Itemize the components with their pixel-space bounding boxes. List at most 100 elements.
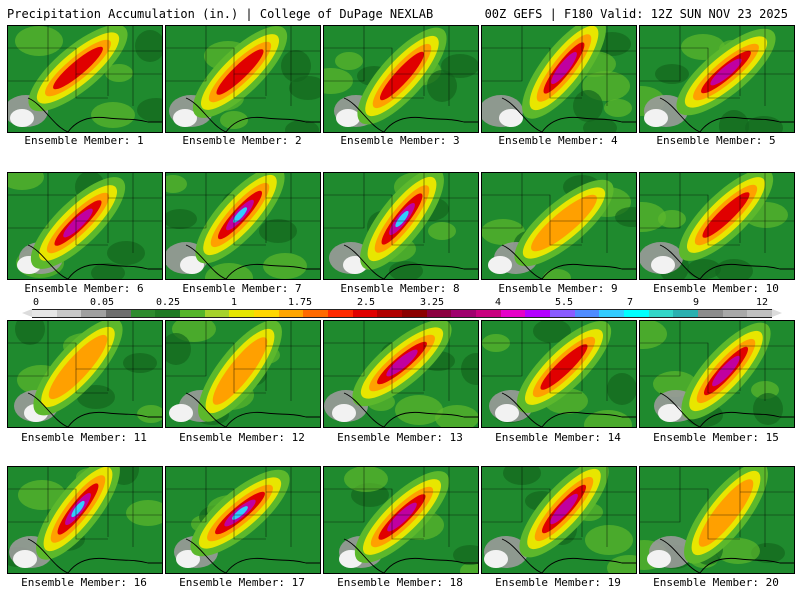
precip-map-14	[482, 321, 636, 427]
colorbar-segment	[698, 310, 723, 317]
state-boundary	[391, 221, 424, 246]
state-boundary	[75, 369, 108, 394]
precip-band	[698, 479, 754, 547]
ensemble-panel-19	[481, 466, 637, 574]
coastline	[185, 392, 320, 427]
colorbar-segment	[106, 310, 131, 317]
dry-area	[651, 256, 675, 274]
state-boundary	[707, 369, 740, 394]
colorbar-tick-label: 3.25	[419, 297, 445, 308]
ensemble-member-label: Ensemble Member: 19	[495, 576, 621, 589]
colorbar-segment	[574, 310, 600, 317]
state-boundary	[549, 74, 582, 99]
precip-band	[53, 46, 103, 90]
precip-map-8	[324, 173, 478, 279]
green-precip-area	[427, 70, 457, 102]
dry-area	[658, 404, 682, 422]
coastline	[27, 244, 162, 279]
green-precip-area	[335, 52, 363, 70]
precip-band	[710, 58, 742, 86]
state-boundary	[205, 467, 266, 516]
green-precip-area	[615, 207, 636, 227]
coastline	[501, 244, 636, 279]
state-boundary	[707, 221, 740, 246]
precip-map-17	[166, 467, 320, 573]
colorbar-segment	[180, 310, 205, 317]
precip-band	[550, 493, 578, 525]
green-precip-area	[389, 261, 423, 279]
coastline	[343, 538, 478, 573]
state-boundary	[324, 195, 365, 229]
coastline	[659, 97, 794, 132]
precip-map-1	[8, 26, 162, 132]
state-boundary	[205, 26, 266, 75]
ensemble-member-label: Ensemble Member: 17	[179, 576, 305, 589]
green-precip-area	[105, 64, 133, 82]
state-boundary	[166, 48, 207, 82]
ensemble-panel-13	[323, 320, 479, 428]
colorbar-segment	[56, 310, 82, 317]
state-boundary	[521, 467, 582, 516]
coastline	[659, 538, 794, 573]
precip-band	[395, 210, 409, 228]
state-boundary	[679, 321, 740, 370]
state-boundary	[482, 489, 523, 523]
precip-band	[212, 337, 268, 405]
dry-area	[484, 550, 508, 568]
run-valid-time: 00Z GEFS | F180 Valid: 12Z SUN NOV 23 20…	[484, 7, 788, 21]
green-precip-area	[533, 321, 571, 343]
colorbar-segment	[155, 310, 181, 317]
precip-map-2	[166, 26, 320, 132]
state-boundary	[391, 369, 424, 394]
green-precip-area	[655, 64, 689, 84]
green-precip-area	[8, 173, 44, 190]
state-boundary	[233, 74, 266, 99]
green-precip-area	[607, 373, 636, 405]
colorbar-tick-label: 0.25	[155, 297, 181, 308]
ensemble-member-label: Ensemble Member: 8	[340, 282, 460, 295]
ensemble-member-label: Ensemble Member: 4	[498, 134, 618, 147]
colorbar-bar	[32, 309, 773, 318]
state-boundary	[47, 173, 108, 222]
coastline	[659, 392, 794, 427]
colorbar-segment	[303, 310, 329, 317]
colorbar-segment	[32, 310, 57, 317]
precip-map-20	[640, 467, 794, 573]
precip-map-4	[482, 26, 636, 132]
coastline	[27, 392, 162, 427]
state-boundary	[482, 343, 523, 377]
green-precip-area	[166, 333, 191, 365]
precip-band	[551, 51, 577, 85]
dry-area	[10, 109, 34, 127]
green-precip-area	[395, 395, 443, 425]
green-precip-area	[428, 222, 456, 240]
precip-map-19	[482, 467, 636, 573]
ensemble-member-label: Ensemble Member: 2	[182, 134, 302, 147]
ensemble-member-label: Ensemble Member: 15	[653, 431, 779, 444]
coastline	[343, 392, 478, 427]
state-boundary	[205, 321, 266, 370]
colorbar-tick-label: 0.05	[89, 297, 115, 308]
dry-area	[647, 550, 671, 568]
green-precip-area	[344, 467, 388, 492]
precip-map-13	[324, 321, 478, 427]
dry-area	[176, 550, 200, 568]
ensemble-member-label: Ensemble Member: 20	[653, 576, 779, 589]
precip-band	[48, 334, 108, 400]
precip-band	[387, 502, 417, 532]
precip-map-3	[324, 26, 478, 132]
ensemble-member-label: Ensemble Member: 7	[182, 282, 302, 295]
green-precip-area	[289, 76, 320, 100]
colorbar-segment	[81, 310, 107, 317]
coastline	[659, 244, 794, 279]
green-precip-area	[604, 99, 632, 117]
state-boundary	[549, 221, 582, 246]
precip-map-5	[640, 26, 794, 132]
state-boundary	[8, 489, 49, 523]
colorbar-tick-label: 2.5	[356, 297, 376, 308]
coastline	[27, 538, 162, 573]
ensemble-member-label: Ensemble Member: 10	[653, 282, 779, 295]
precip-band	[540, 344, 588, 390]
colorbar-tick-label: 0	[32, 297, 40, 308]
precip-map-7	[166, 173, 320, 279]
